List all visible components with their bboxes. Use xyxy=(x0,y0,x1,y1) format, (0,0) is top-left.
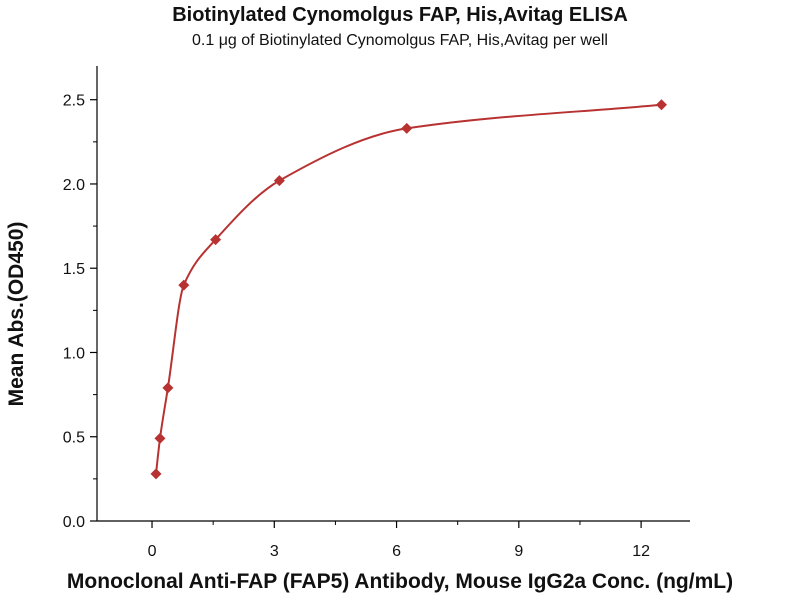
data-point xyxy=(150,468,162,480)
data-point xyxy=(210,234,222,246)
y-tick-label: 1.0 xyxy=(63,345,85,362)
data-point xyxy=(655,99,667,111)
data-point xyxy=(162,382,174,394)
chart-subtitle: 0.1 μg of Biotinylated Cynomolgus FAP, H… xyxy=(192,32,608,49)
y-tick-label: 2.5 xyxy=(63,93,85,110)
chart-title: Biotinylated Cynomolgus FAP, His,Avitag … xyxy=(172,4,628,26)
data-point xyxy=(273,175,285,187)
y-tick-label: 1.5 xyxy=(63,261,85,278)
data-point xyxy=(154,432,166,444)
x-axis-title: Monoclonal Anti-FAP (FAP5) Antibody, Mou… xyxy=(66,570,734,593)
x-tick-label: 12 xyxy=(632,543,650,560)
y-axis-title: Mean Abs.(OD450) xyxy=(5,221,28,407)
data-point xyxy=(401,122,413,134)
fit-curve xyxy=(155,103,662,474)
y-tick-label: 0.5 xyxy=(63,430,85,447)
y-tick-label: 2.0 xyxy=(63,177,85,194)
y-tick-label: 0.0 xyxy=(63,514,85,531)
x-tick-label: 6 xyxy=(392,543,401,560)
x-tick-label: 0 xyxy=(148,543,157,560)
x-tick-label: 3 xyxy=(270,543,279,560)
x-tick-label: 9 xyxy=(514,543,523,560)
data-point xyxy=(178,279,190,291)
